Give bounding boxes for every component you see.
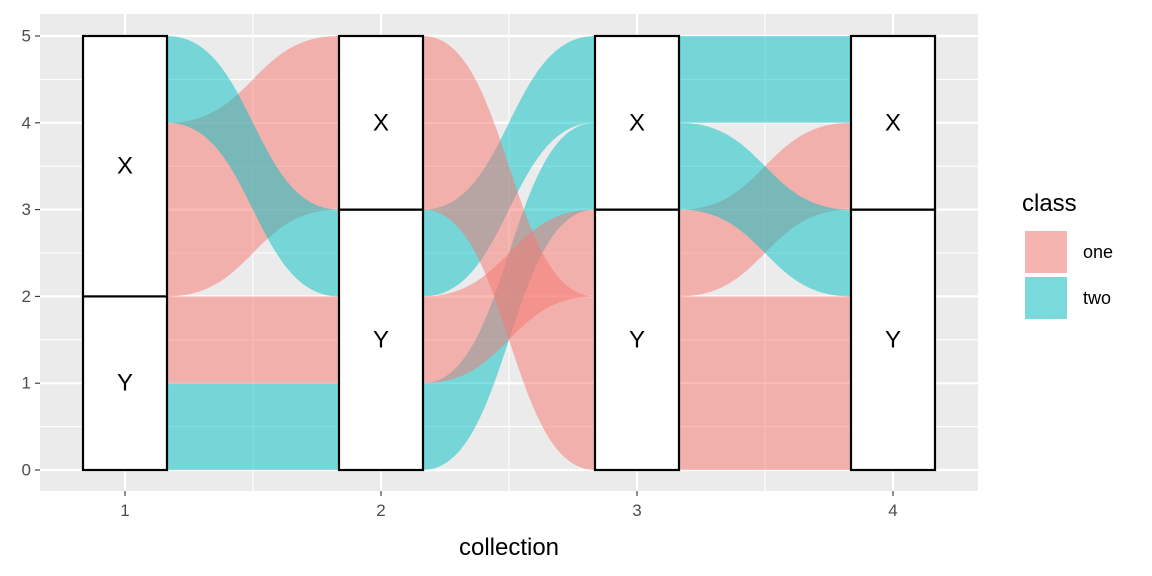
- stratum-box: [849, 208, 937, 472]
- stratum-box: [337, 208, 425, 472]
- stratum-label: Y: [373, 326, 389, 353]
- flow-one: [423, 36, 595, 470]
- x-axis: 1 2 3 4: [120, 491, 898, 520]
- flow-two: [167, 383, 339, 470]
- flow-two: [679, 36, 851, 123]
- stratum-label: X: [373, 109, 389, 136]
- legend-label-two: two: [1083, 288, 1111, 308]
- legend-key-two: [1025, 277, 1067, 319]
- strata: Y X Y X Y X Y X: [81, 34, 937, 472]
- stratum-label: X: [885, 109, 901, 136]
- flows: [167, 36, 851, 471]
- x-axis-title: collection: [459, 534, 559, 561]
- stratum-label: X: [629, 109, 645, 136]
- legend-title: class: [1022, 190, 1077, 217]
- legend-key-one: [1025, 231, 1067, 273]
- stratum-box: [849, 34, 937, 211]
- y-tick-label: 1: [22, 374, 31, 393]
- x-tick-label: 3: [632, 501, 641, 520]
- flow-two: [679, 122, 851, 297]
- stratum-label: Y: [885, 326, 901, 353]
- y-tick-label: 0: [22, 461, 31, 480]
- y-tick-label: 4: [22, 113, 31, 132]
- y-axis: 0 1 2 3 4 5: [22, 27, 40, 480]
- x-tick-label: 2: [376, 501, 385, 520]
- stratum-label: Y: [629, 326, 645, 353]
- x-tick-label: 1: [120, 501, 129, 520]
- y-tick-label: 5: [22, 27, 31, 46]
- stratum-label: X: [117, 153, 133, 180]
- stratum-box: [81, 34, 169, 298]
- flow-two: [167, 36, 339, 297]
- stratum-box: [593, 208, 681, 472]
- legend-label-one: one: [1083, 242, 1113, 262]
- legend: class one two: [1022, 190, 1113, 319]
- y-tick-label: 2: [22, 287, 31, 306]
- stratum-label: Y: [117, 370, 133, 397]
- stratum-box: [593, 34, 681, 211]
- y-tick-label: 3: [22, 200, 31, 219]
- stratum-box: [81, 295, 169, 472]
- x-tick-label: 4: [888, 501, 897, 520]
- flow-one: [679, 296, 851, 470]
- stratum-box: [337, 34, 425, 211]
- flow-one: [167, 296, 339, 384]
